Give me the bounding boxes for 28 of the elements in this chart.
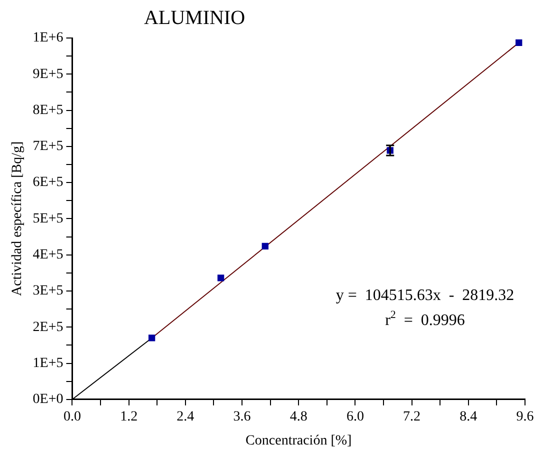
point xyxy=(262,242,268,250)
annotation: y = 104515.63x - 2819.32 xyxy=(336,287,514,304)
y-tick-label: 6E+5 xyxy=(32,175,64,190)
chart-title: ALUMINIO xyxy=(144,7,246,29)
y-tick-label: 8E+5 xyxy=(32,102,64,118)
y-tick-label: 1E+5 xyxy=(32,356,64,371)
x-tick-label: 6.0 xyxy=(346,409,364,424)
y-tick-label: 3E+5 xyxy=(32,284,64,299)
y-tick-label: 7E+5 xyxy=(32,139,64,154)
y-tick-label: 9E+5 xyxy=(32,66,64,82)
x-tick-label: 4.8 xyxy=(290,409,308,424)
y-tick-label: 4E+5 xyxy=(32,248,64,263)
x-tick-label: 8.4 xyxy=(460,409,478,424)
point xyxy=(217,274,224,282)
x-tick-label: 7.2 xyxy=(403,409,421,424)
x-tick-label: 1.2 xyxy=(120,409,138,424)
y-tick-label: 5E+5 xyxy=(32,211,64,226)
point xyxy=(516,39,522,46)
y-axis-title: Actividad específica [Bq/g] xyxy=(10,141,26,296)
y-tick-label: 2E+5 xyxy=(32,320,64,335)
y-tick-label: 0E+0 xyxy=(32,392,64,408)
x-tick-label: 9.6 xyxy=(516,409,534,424)
point xyxy=(148,334,156,342)
x-tick-label: 0.0 xyxy=(63,409,81,424)
x-tick-label: 3.6 xyxy=(233,409,251,424)
x-axis-title: Concentración [%] xyxy=(246,433,352,448)
y-tick-label: 1E+6 xyxy=(32,30,64,46)
x-tick-label: 2.4 xyxy=(176,409,194,424)
